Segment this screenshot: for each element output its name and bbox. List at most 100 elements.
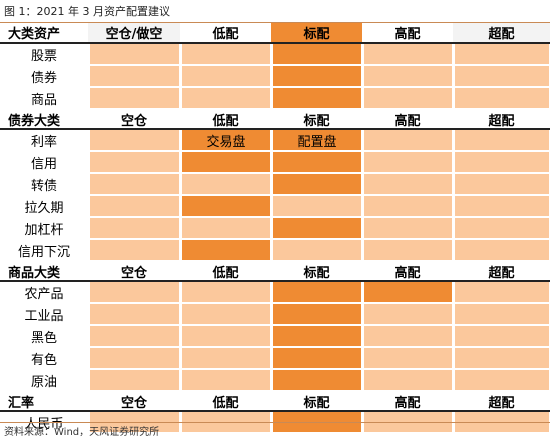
allocation-cell	[362, 240, 453, 261]
row-label: 商品	[0, 88, 88, 109]
allocation-cell	[362, 174, 453, 195]
column-header: 标配	[271, 110, 362, 130]
allocation-cell	[453, 282, 550, 303]
allocation-cell	[362, 66, 453, 87]
allocation-cell	[180, 370, 271, 391]
allocation-cell	[180, 174, 271, 195]
column-header: 高配	[362, 262, 453, 282]
column-header: 空仓	[88, 262, 180, 282]
section-title: 汇率	[0, 392, 88, 412]
table-row: 股票	[0, 44, 550, 66]
allocation-cell-selected	[271, 304, 362, 325]
section-title: 债券大类	[0, 110, 88, 130]
allocation-cell	[88, 326, 180, 347]
row-label: 信用下沉	[0, 240, 88, 261]
allocation-cell	[362, 44, 453, 65]
table-row: 转债	[0, 174, 550, 196]
row-label: 农产品	[0, 282, 88, 303]
allocation-cell	[362, 304, 453, 325]
allocation-cell	[362, 130, 453, 151]
table-row: 拉久期	[0, 196, 550, 218]
allocation-cell	[453, 348, 550, 369]
table-row: 债券	[0, 66, 550, 88]
column-header: 超配	[453, 110, 550, 130]
allocation-cell-selected	[180, 240, 271, 261]
allocation-cell	[453, 130, 550, 151]
row-label: 拉久期	[0, 196, 88, 217]
allocation-cell	[453, 304, 550, 325]
allocation-cell-selected	[271, 282, 362, 303]
allocation-cell-selected	[271, 326, 362, 347]
allocation-cell	[271, 196, 362, 217]
allocation-cell	[362, 348, 453, 369]
allocation-cell	[453, 174, 550, 195]
allocation-cell	[453, 88, 550, 109]
source-note: 资料来源：Wind，天风证券研究所	[4, 427, 160, 438]
allocation-cell-selected	[271, 370, 362, 391]
allocation-cell	[180, 348, 271, 369]
allocation-cell	[362, 88, 453, 109]
column-header: 低配	[180, 392, 271, 412]
allocation-cell	[453, 240, 550, 261]
column-header: 超配	[453, 262, 550, 282]
row-label: 原油	[0, 370, 88, 391]
section-title: 商品大类	[0, 262, 88, 282]
allocation-cell	[453, 44, 550, 65]
allocation-cell	[88, 66, 180, 87]
row-label: 转债	[0, 174, 88, 195]
row-label: 有色	[0, 348, 88, 369]
allocation-cell-selected: 配置盘	[271, 130, 362, 151]
section-header: 债券大类 空仓 低配 标配 高配 超配	[0, 110, 550, 130]
allocation-cell	[362, 218, 453, 239]
allocation-cell	[453, 370, 550, 391]
column-header: 超配	[453, 392, 550, 412]
allocation-cell	[362, 196, 453, 217]
column-header: 超配	[453, 23, 550, 44]
allocation-cell	[453, 152, 550, 173]
allocation-cell	[88, 88, 180, 109]
section-header: 汇率 空仓 低配 标配 高配 超配	[0, 392, 550, 412]
section-title: 大类资产	[0, 23, 88, 44]
column-header: 空仓	[88, 110, 180, 130]
row-label: 债券	[0, 66, 88, 87]
allocation-cell	[362, 326, 453, 347]
column-header: 标配	[271, 262, 362, 282]
column-header: 空仓/做空	[88, 23, 180, 44]
row-label: 人民币	[0, 412, 88, 433]
allocation-cell	[88, 130, 180, 151]
column-header: 低配	[180, 110, 271, 130]
section-header: 大类资产 空仓/做空 低配 标配 高配 超配	[0, 23, 550, 44]
allocation-cell-selected: 交易盘	[180, 130, 271, 151]
allocation-cell	[88, 282, 180, 303]
section-header: 商品大类 空仓 低配 标配 高配 超配	[0, 262, 550, 282]
allocation-cell-selected	[271, 218, 362, 239]
column-header: 高配	[362, 110, 453, 130]
allocation-cell	[180, 88, 271, 109]
allocation-cell	[88, 152, 180, 173]
row-label: 信用	[0, 152, 88, 173]
allocation-cell	[88, 304, 180, 325]
allocation-cell-selected	[271, 174, 362, 195]
allocation-cell	[88, 348, 180, 369]
column-header: 标配	[271, 392, 362, 412]
column-header: 高配	[362, 392, 453, 412]
table-row: 工业品	[0, 304, 550, 326]
allocation-cell	[88, 44, 180, 65]
table-row: 利率 交易盘 配置盘	[0, 130, 550, 152]
column-header: 高配	[362, 23, 453, 44]
table-row: 农产品	[0, 282, 550, 304]
allocation-cell	[453, 196, 550, 217]
row-label: 利率	[0, 130, 88, 151]
allocation-cell-selected	[180, 152, 271, 173]
allocation-cell	[88, 218, 180, 239]
column-header: 空仓	[88, 392, 180, 412]
table-row: 加杠杆	[0, 218, 550, 240]
allocation-cell-selected	[271, 152, 362, 173]
table-row: 原油	[0, 370, 550, 392]
row-label: 黑色	[0, 326, 88, 347]
allocation-cell	[180, 66, 271, 87]
row-label: 工业品	[0, 304, 88, 325]
allocation-cell-selected	[271, 348, 362, 369]
allocation-cell	[88, 370, 180, 391]
table-row: 商品	[0, 88, 550, 110]
